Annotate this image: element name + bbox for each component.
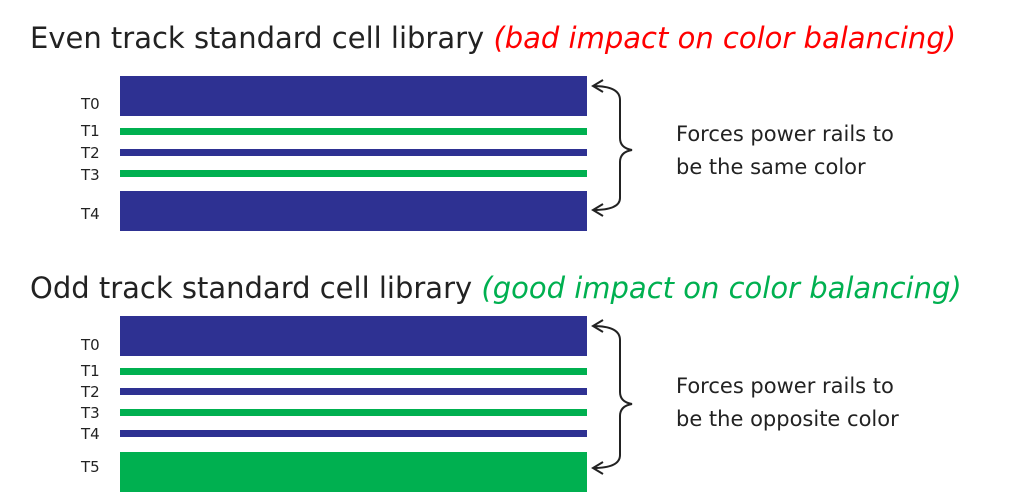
text: (bad impact on color balancing) bbox=[493, 21, 956, 55]
track-bar bbox=[120, 128, 587, 135]
track-label: T0 bbox=[80, 336, 100, 354]
text: Odd track standard cell library bbox=[30, 271, 472, 305]
caption: Forces power rails to bbox=[676, 374, 894, 398]
caption: be the same color bbox=[676, 155, 866, 179]
track-label: T4 bbox=[80, 425, 100, 443]
track-bar bbox=[120, 170, 587, 177]
caption: be the opposite color bbox=[676, 407, 899, 431]
track-bar bbox=[120, 76, 587, 116]
brace bbox=[592, 325, 633, 469]
track-label: T5 bbox=[80, 458, 100, 476]
brace bbox=[592, 85, 633, 211]
track-bar bbox=[120, 452, 587, 492]
track-label: T1 bbox=[80, 362, 100, 380]
track-bar bbox=[120, 409, 587, 416]
track-label: T1 bbox=[80, 122, 100, 140]
track-bar bbox=[120, 149, 587, 156]
track-bar bbox=[120, 316, 587, 356]
track-label: T2 bbox=[80, 144, 100, 162]
track-label: T4 bbox=[80, 205, 100, 223]
arrow-head bbox=[591, 79, 604, 217]
arrow-head bbox=[591, 319, 604, 475]
track-bar bbox=[120, 191, 587, 231]
text: (good impact on color balancing) bbox=[481, 271, 961, 305]
track-bar bbox=[120, 368, 587, 375]
caption: Forces power rails to bbox=[676, 122, 894, 146]
track-label: T3 bbox=[80, 166, 100, 184]
section-title: Even track standard cell library (bad im… bbox=[30, 21, 956, 55]
track-label: T0 bbox=[80, 95, 100, 113]
track-label: T3 bbox=[80, 404, 100, 422]
track-label: T2 bbox=[80, 383, 100, 401]
track-bar bbox=[120, 388, 587, 395]
track-bar bbox=[120, 430, 587, 437]
text: Even track standard cell library bbox=[30, 21, 484, 55]
section-title: Odd track standard cell library (good im… bbox=[30, 271, 962, 305]
